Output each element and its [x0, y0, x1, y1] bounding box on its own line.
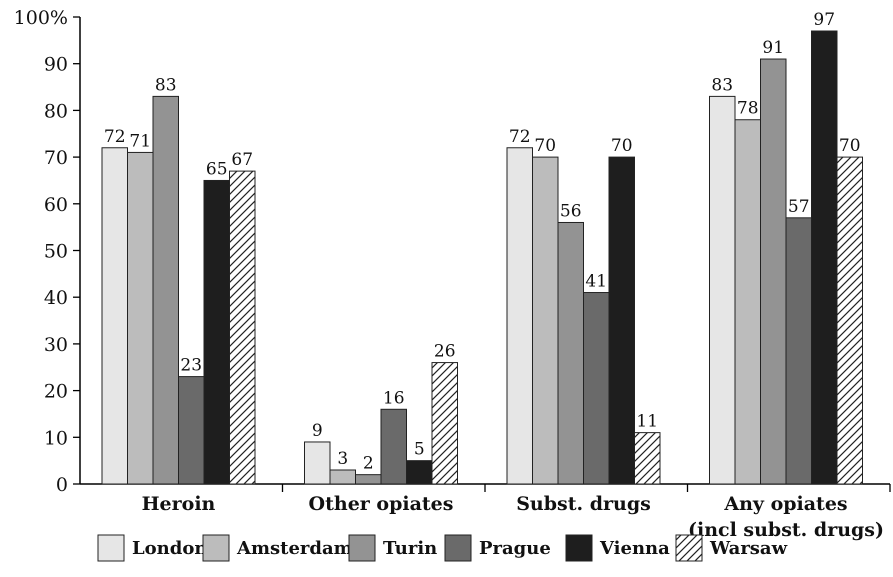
- bar-warsaw-0: [229, 170, 256, 485]
- data-label: 78: [737, 99, 759, 119]
- bar-amsterdam-2: [532, 156, 559, 485]
- data-label: 11: [636, 412, 658, 432]
- data-label: 70: [534, 136, 556, 156]
- data-label: 83: [711, 75, 733, 95]
- data-label: 9: [312, 421, 323, 441]
- legend-label-prague: Prague: [479, 538, 551, 559]
- y-tick-label: 10: [44, 427, 68, 449]
- data-label: 41: [585, 272, 607, 292]
- data-label: 72: [509, 127, 531, 147]
- legend: London Amsterdam Turin Prague Vienna Warsaw: [97, 534, 788, 562]
- bar-amsterdam-3: [734, 119, 761, 485]
- bars: [101, 30, 863, 485]
- y-tick-label: 50: [44, 241, 68, 263]
- bar-london-0: [101, 147, 128, 485]
- bar-turin-3: [760, 58, 787, 485]
- legend-swatch-london: [97, 534, 125, 562]
- data-label: 91: [762, 38, 784, 58]
- data-label: 3: [337, 449, 348, 469]
- bar-turin-1: [355, 474, 382, 485]
- y-tick-label: 70: [44, 147, 68, 169]
- data-label: 16: [383, 388, 405, 408]
- y-tick-label: 20: [44, 381, 68, 403]
- data-label: 65: [206, 159, 228, 179]
- legend-swatch-amsterdam: [202, 534, 230, 562]
- bar-prague-2: [583, 292, 610, 485]
- legend-label-london: London: [132, 538, 207, 559]
- bar-london-1: [304, 441, 331, 485]
- bar-amsterdam-1: [329, 469, 356, 485]
- bar-warsaw-2: [634, 432, 661, 485]
- data-label: 70: [839, 136, 861, 156]
- axes: 0 10 20 30 40 50 60 70 80 90 100%: [14, 7, 891, 496]
- y-tick-label: 80: [44, 100, 68, 122]
- y-tick-label: 40: [44, 287, 68, 309]
- data-label: 97: [813, 10, 835, 30]
- legend-label-turin: Turin: [383, 538, 437, 559]
- bar-vienna-2: [608, 156, 635, 485]
- y-tick-label: 0: [56, 474, 68, 496]
- data-label: 26: [434, 342, 456, 362]
- bar-warsaw-3: [836, 156, 863, 485]
- bar-warsaw-1: [431, 362, 458, 485]
- category-label: Other opiates: [309, 493, 454, 515]
- y-tick-label: 90: [44, 54, 68, 76]
- bar-vienna-0: [203, 179, 230, 485]
- bar-prague-1: [380, 408, 407, 485]
- data-label: 72: [104, 127, 126, 147]
- data-label: 5: [414, 440, 425, 460]
- legend-label-vienna: Vienna: [599, 538, 670, 559]
- y-tick-label: 30: [44, 334, 68, 356]
- data-label: 57: [788, 197, 810, 217]
- y-tick-label: 60: [44, 194, 68, 216]
- bar-vienna-3: [811, 30, 838, 485]
- category-sublabel: (incl subst. drugs): [688, 519, 884, 541]
- data-label: 67: [231, 150, 253, 170]
- category-label: Subst. drugs: [516, 493, 651, 515]
- bar-london-3: [709, 95, 736, 485]
- legend-label-warsaw: Warsaw: [709, 538, 788, 559]
- legend-swatch-prague: [444, 534, 472, 562]
- bar-prague-3: [785, 217, 812, 485]
- data-label: 70: [611, 136, 633, 156]
- category-label: Any opiates: [723, 493, 847, 515]
- data-label: 71: [129, 131, 151, 151]
- data-label: 56: [560, 201, 582, 221]
- bar-turin-0: [152, 95, 179, 485]
- data-label: 23: [180, 356, 202, 376]
- bar-amsterdam-0: [127, 151, 154, 485]
- bar-vienna-1: [406, 460, 433, 485]
- legend-swatch-warsaw: [675, 534, 703, 562]
- category-label: Heroin: [142, 493, 216, 515]
- bar-prague-0: [178, 376, 205, 485]
- legend-label-amsterdam: Amsterdam: [236, 538, 353, 559]
- legend-swatch-turin: [348, 534, 376, 562]
- bar-london-2: [506, 147, 533, 485]
- legend-swatch-vienna: [565, 534, 593, 562]
- data-label: 2: [363, 454, 374, 474]
- data-label: 83: [155, 75, 177, 95]
- bar-turin-2: [557, 221, 584, 485]
- y-tick-label: 100%: [14, 7, 68, 29]
